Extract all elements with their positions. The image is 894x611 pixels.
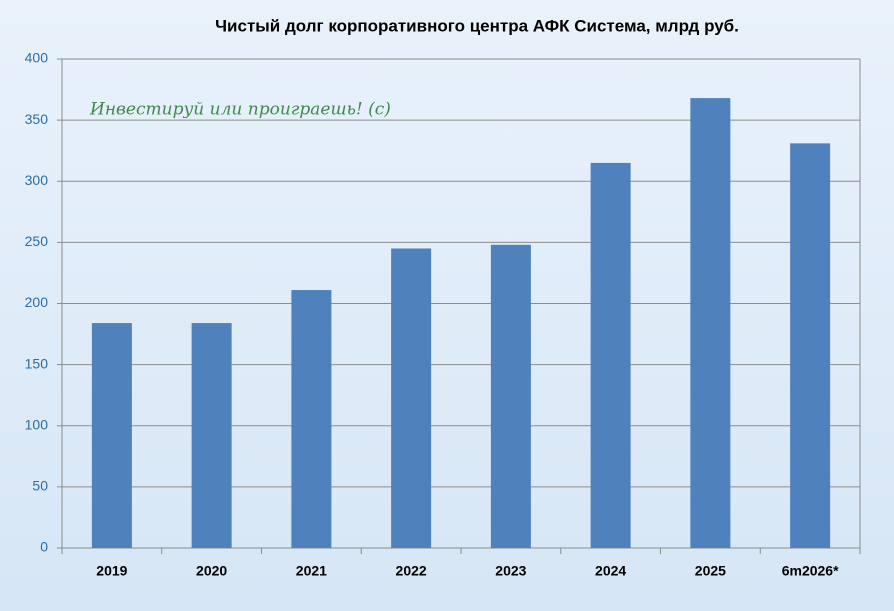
y-tick-label: 300 xyxy=(25,172,49,188)
chart-title: Чистый долг корпоративного центра АФК Си… xyxy=(215,16,739,35)
bar xyxy=(391,248,432,549)
y-tick-label: 50 xyxy=(32,478,48,494)
x-tick-label: 2025 xyxy=(695,563,726,579)
bar xyxy=(191,323,232,548)
y-tick-label: 400 xyxy=(25,50,49,66)
y-tick-label: 150 xyxy=(25,355,49,371)
y-tick-label: 200 xyxy=(25,294,49,310)
y-tick-label: 350 xyxy=(25,111,49,127)
x-tick-label: 2024 xyxy=(595,563,626,579)
bar xyxy=(490,244,531,548)
x-tick-label: 2023 xyxy=(495,563,526,579)
bar xyxy=(690,98,731,549)
y-tick-label: 250 xyxy=(25,233,49,249)
x-tick-label: 2022 xyxy=(396,563,427,579)
y-tick-label: 100 xyxy=(25,416,49,432)
bar xyxy=(790,143,831,549)
annotation: Инвестируй или проиграешь! (с) xyxy=(89,100,391,120)
bar xyxy=(291,290,332,548)
x-tick-label: 6m2026* xyxy=(782,563,839,579)
x-tick-label: 2019 xyxy=(96,563,127,579)
bar xyxy=(91,323,132,548)
x-tick-label: 2020 xyxy=(196,563,227,579)
bar xyxy=(590,162,631,548)
y-tick-label: 0 xyxy=(40,539,48,555)
x-tick-label: 2021 xyxy=(296,563,327,579)
